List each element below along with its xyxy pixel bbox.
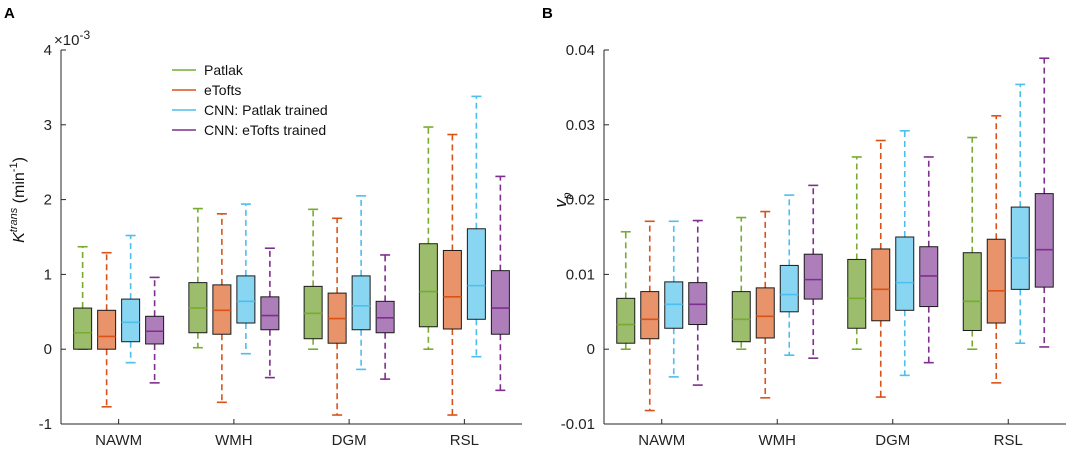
panel-a-exponent-base: ×10 bbox=[54, 32, 79, 49]
panel-b-box-cnn-patlak-dgm bbox=[895, 129, 915, 377]
panel-b-ytick-label: 0.03 bbox=[566, 117, 595, 134]
panel-a-ytick-label: 4 bbox=[44, 42, 52, 59]
panel-a-box-patlak-nawm bbox=[73, 245, 93, 351]
panel-a-ytick-label: 3 bbox=[44, 117, 52, 134]
panel-b-box-etofts-dgm-iqr bbox=[871, 248, 891, 322]
panel-b-box-etofts-nawm-iqr bbox=[640, 291, 660, 340]
panel-a-box-etofts-wmh bbox=[212, 213, 232, 404]
panel-a-box-cnn-patlak-nawm bbox=[121, 234, 141, 364]
panel-b-letter: B bbox=[542, 5, 553, 22]
panel-a-ytick-label: 0 bbox=[44, 341, 52, 358]
panel-b-box-etofts-wmh-iqr bbox=[755, 287, 775, 339]
panel-a-box-etofts-rsl-iqr bbox=[442, 249, 462, 330]
panel-b-box-cnn-patlak-rsl bbox=[1010, 83, 1030, 345]
panel-b-box-cnn-etofts-wmh-iqr bbox=[803, 253, 823, 300]
panel-b-ylabel-v: v bbox=[551, 198, 570, 208]
legend: Patlak eTofts CNN: Patlak trained CNN: e… bbox=[172, 62, 328, 138]
panel-a-box-cnn-patlak-rsl bbox=[466, 95, 486, 358]
legend-label-patlak: Patlak bbox=[204, 62, 244, 78]
panel-b-box-cnn-etofts-rsl bbox=[1034, 57, 1054, 348]
panel-b-box-cnn-patlak-rsl-iqr bbox=[1010, 206, 1030, 290]
panel-a-exponent: ×10-3 bbox=[54, 28, 90, 49]
panel-a-xtick-label-rsl: RSL bbox=[450, 432, 479, 449]
panel-a-box-cnn-patlak-dgm bbox=[351, 195, 371, 371]
panel-a-box-cnn-patlak-nawm-iqr bbox=[121, 298, 141, 343]
panel-b-box-cnn-patlak-wmh-iqr bbox=[779, 264, 799, 313]
panel-b-box-cnn-etofts-nawm bbox=[688, 219, 708, 386]
panel-b-xtick-label-rsl: RSL bbox=[994, 432, 1023, 449]
panel-a-box-cnn-patlak-dgm-iqr bbox=[351, 275, 371, 331]
panel-b-box-patlak-rsl-iqr bbox=[962, 252, 982, 331]
panel-a-box-etofts-rsl bbox=[442, 133, 462, 416]
legend-label-cnn-patlak: CNN: Patlak trained bbox=[204, 102, 328, 118]
panel-b-ytick-label: 0.02 bbox=[566, 192, 595, 209]
panel-b-box-cnn-patlak-nawm bbox=[664, 220, 684, 378]
panel-b-box-patlak-dgm bbox=[847, 156, 867, 351]
panel-a-box-cnn-etofts-nawm-iqr bbox=[145, 315, 165, 345]
panel-b-xtick-label-dgm: DGM bbox=[875, 432, 910, 449]
panel-a-box-cnn-patlak-wmh-iqr bbox=[236, 275, 256, 324]
panel-a-box-cnn-patlak-wmh bbox=[236, 203, 256, 355]
panel-a-box-etofts-dgm bbox=[327, 217, 347, 416]
panel-b-xtick-label-nawm: NAWM bbox=[638, 432, 685, 449]
panel-a-box-cnn-etofts-rsl-iqr bbox=[490, 270, 510, 335]
panel-b-box-etofts-nawm bbox=[640, 220, 660, 412]
panel-b-box-patlak-nawm bbox=[616, 230, 636, 351]
panel-b-box-patlak-nawm-iqr bbox=[616, 297, 636, 344]
panel-b-box-patlak-wmh-iqr bbox=[731, 291, 751, 343]
panel-a-box-patlak-rsl-iqr bbox=[418, 243, 438, 328]
panel-b-box-etofts-dgm bbox=[871, 139, 891, 398]
panel-a-ytick-label: -1 bbox=[39, 416, 52, 433]
panel-a-box-cnn-etofts-dgm bbox=[375, 254, 395, 380]
panel-a-plot: -1 0 1 2 3 4 NAWM WMH DGM RSL bbox=[39, 42, 522, 449]
panel-a-ylabel-k: K bbox=[11, 231, 28, 243]
panel-b-box-patlak-dgm-iqr bbox=[847, 258, 867, 329]
panel-a-xtick-label-nawm: NAWM bbox=[95, 432, 142, 449]
panel-a-box-patlak-dgm bbox=[303, 208, 323, 351]
panel-a-box-cnn-etofts-nawm bbox=[145, 276, 165, 384]
panel-b-box-etofts-wmh bbox=[755, 210, 775, 399]
panel-a-box-patlak-nawm-iqr bbox=[73, 307, 93, 350]
legend-label-cnn-etofts: CNN: eTofts trained bbox=[204, 122, 326, 138]
panel-b-box-cnn-etofts-rsl-iqr bbox=[1034, 193, 1054, 288]
panel-a-ylabel-close: ) bbox=[11, 157, 28, 162]
panel-b-ylabel-p: p bbox=[560, 192, 574, 200]
panel-a-xtick-label-wmh: WMH bbox=[215, 432, 253, 449]
panel-b-ylabel: vp bbox=[551, 192, 574, 208]
panel-a-box-etofts-nawm-iqr bbox=[97, 309, 117, 350]
panel-b-box-cnn-etofts-dgm bbox=[919, 156, 939, 364]
panel-a-exponent-power: -3 bbox=[79, 28, 90, 42]
panel-a-box-patlak-rsl bbox=[418, 126, 438, 351]
panel-a-box-etofts-nawm bbox=[97, 251, 117, 408]
panel-a-ylabel: Ktrans (min-1) bbox=[8, 157, 28, 243]
panel-b-box-cnn-patlak-dgm-iqr bbox=[895, 236, 915, 311]
panel-a-box-patlak-wmh bbox=[188, 207, 208, 349]
panel-b-box-cnn-etofts-wmh bbox=[803, 184, 823, 359]
panel-a-ylabel-exp: -1 bbox=[8, 162, 20, 172]
panel-b-plot: -0.01 0 0.01 0.02 0.03 0.04 NAWM WMH DGM RSL bbox=[561, 42, 1066, 449]
panel-a-ylabel-min: (min bbox=[11, 172, 28, 208]
panel-b-xtick-label-wmh: WMH bbox=[759, 432, 797, 449]
panel-a-ytick-label: 1 bbox=[44, 266, 52, 283]
panel-b-box-patlak-wmh bbox=[731, 216, 751, 351]
panel-b-box-etofts-rsl-iqr bbox=[986, 238, 1006, 324]
panel-a-ylabel-trans: trans bbox=[8, 207, 20, 232]
panel-b-ytick-label: 0.04 bbox=[566, 42, 595, 59]
panel-a-letter: A bbox=[4, 5, 15, 22]
panel-b-box-patlak-rsl bbox=[962, 136, 982, 351]
panel-b-ytick-label: -0.01 bbox=[561, 416, 595, 433]
panel-a-ytick-label: 2 bbox=[44, 192, 52, 209]
panel-a-box-cnn-etofts-rsl bbox=[490, 175, 510, 392]
panel-b-box-etofts-rsl bbox=[986, 115, 1006, 384]
panel-b-box-cnn-patlak-wmh bbox=[779, 194, 799, 356]
panel-a-box-cnn-patlak-rsl-iqr bbox=[466, 228, 486, 320]
panel-b-ytick-label: 0.01 bbox=[566, 266, 595, 283]
panel-b-ytick-label: 0 bbox=[587, 341, 595, 358]
panel-a-box-cnn-etofts-wmh-iqr bbox=[260, 296, 280, 331]
panel-a-box-cnn-etofts-wmh bbox=[260, 247, 280, 379]
legend-label-etofts: eTofts bbox=[204, 82, 241, 98]
panel-a-xtick-label-dgm: DGM bbox=[332, 432, 367, 449]
